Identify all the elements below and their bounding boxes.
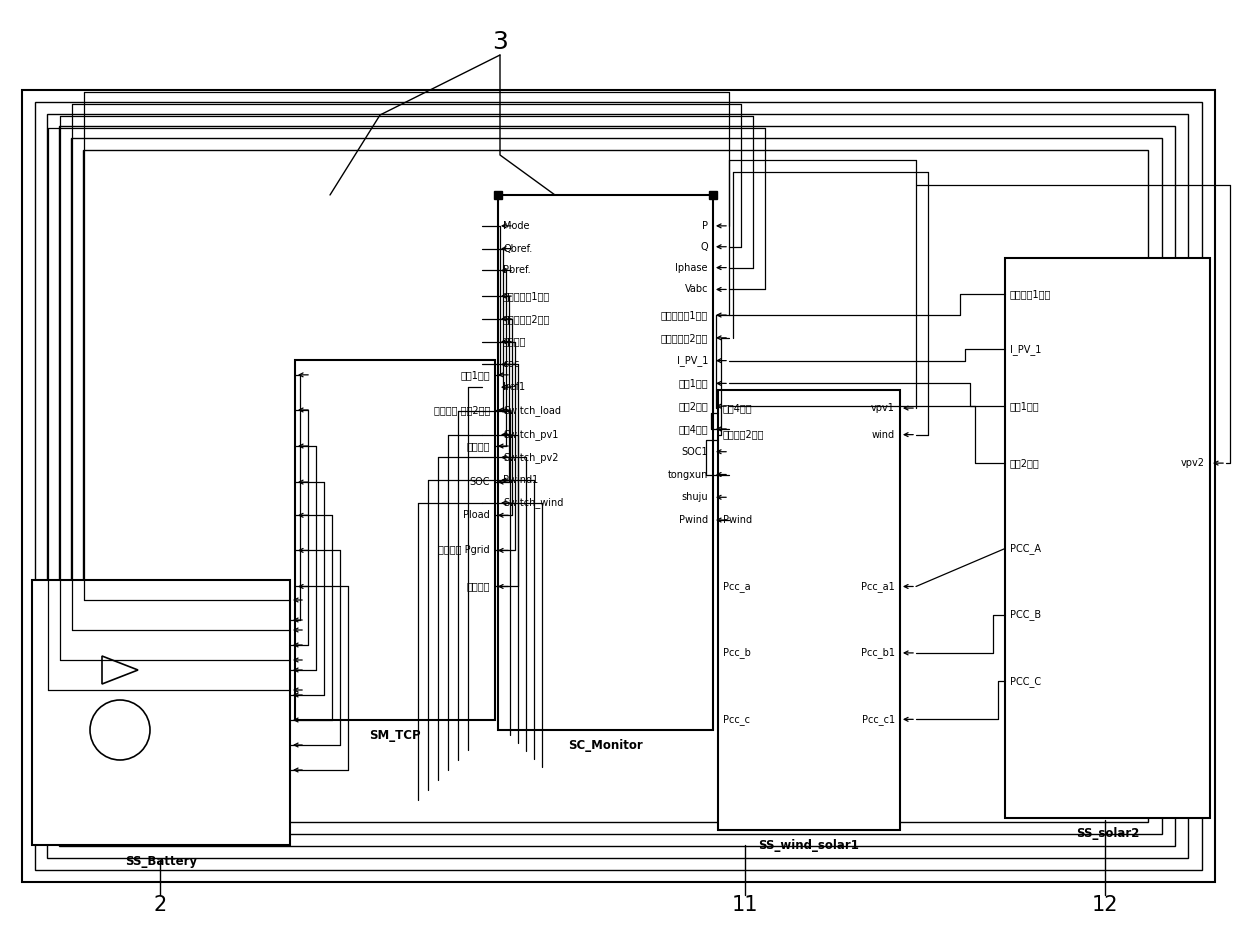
Text: Pcc_c1: Pcc_c1	[862, 714, 895, 725]
Bar	[1004, 258, 1210, 818]
Text: 11: 11	[732, 895, 758, 915]
Text: Pwind1: Pwind1	[503, 475, 538, 485]
Text: Switch_pv1: Switch_pv1	[503, 429, 558, 440]
Text: SS_wind_solar1: SS_wind_solar1	[759, 840, 859, 852]
Text: soc: soc	[503, 360, 520, 369]
Text: 光伏1功率: 光伏1功率	[1011, 401, 1039, 411]
Text: 光伏1功率: 光伏1功率	[678, 379, 708, 388]
Text: Iphase: Iphase	[676, 263, 708, 272]
Bar	[83, 150, 1148, 822]
Text: 光伏逆变1功率: 光伏逆变1功率	[1011, 289, 1052, 299]
Text: wind: wind	[872, 430, 895, 439]
Text: 12: 12	[1091, 895, 1118, 915]
Text: 接受数据 Pgrid: 接受数据 Pgrid	[439, 546, 490, 555]
Text: Pload: Pload	[464, 511, 490, 520]
Text: Vabc: Vabc	[684, 285, 708, 294]
Text: 3: 3	[492, 30, 508, 54]
Text: 电池功率: 电池功率	[503, 337, 527, 346]
Text: Pwind: Pwind	[678, 515, 708, 525]
Text: 光伏4功率: 光伏4功率	[723, 403, 753, 413]
Text: Pcc_c: Pcc_c	[723, 714, 750, 725]
Text: PCC_C: PCC_C	[1011, 676, 1042, 687]
Text: SM_TCP: SM_TCP	[370, 730, 420, 742]
Text: 光伏逆变器2功率: 光伏逆变器2功率	[503, 314, 551, 324]
Text: 风机功率: 风机功率	[466, 582, 490, 591]
Bar	[32, 580, 290, 845]
Text: tongxun: tongxun	[667, 470, 708, 479]
Text: 光伏逆变器2功率: 光伏逆变器2功率	[661, 333, 708, 343]
Text: 光伏逆变2功率: 光伏逆变2功率	[723, 430, 765, 439]
Bar	[35, 102, 1202, 870]
Text: 光伏逆变器1功率: 光伏逆变器1功率	[503, 291, 551, 301]
Text: SOC1: SOC1	[681, 447, 708, 456]
Text: Pwind: Pwind	[723, 515, 753, 525]
Bar	[60, 126, 1176, 846]
Text: Q: Q	[701, 242, 708, 251]
Text: Pcc_a1: Pcc_a1	[862, 581, 895, 592]
Text: 光伏2功率: 光伏2功率	[678, 401, 708, 411]
Text: Pbref.: Pbref.	[503, 266, 531, 275]
Bar	[718, 390, 900, 830]
Text: 光伏2功率: 光伏2功率	[1011, 458, 1040, 468]
Text: PCC_B: PCC_B	[1011, 609, 1042, 621]
Text: vpv1: vpv1	[872, 403, 895, 413]
Text: SOC: SOC	[470, 477, 490, 487]
Text: 光伏4功率: 光伏4功率	[678, 424, 708, 434]
Text: Switch_wind: Switch_wind	[503, 497, 563, 509]
Text: Iref1: Iref1	[503, 382, 525, 392]
Bar	[47, 114, 1188, 858]
Text: Pcc_b1: Pcc_b1	[861, 647, 895, 659]
Text: 电池功率: 电池功率	[466, 441, 490, 451]
Text: Mode: Mode	[503, 221, 529, 231]
Bar	[71, 138, 1162, 834]
Text: SS_solar2: SS_solar2	[1076, 828, 1140, 841]
Text: Pcc_a: Pcc_a	[723, 581, 750, 592]
Text: Switch_pv2: Switch_pv2	[503, 452, 558, 463]
Text: vpv2: vpv2	[1180, 458, 1205, 468]
Text: 光伏逆变器1功率: 光伏逆变器1功率	[661, 310, 708, 320]
Text: Qbref.: Qbref.	[503, 244, 532, 253]
Text: P: P	[702, 221, 708, 231]
Bar	[22, 90, 1215, 882]
Bar	[498, 195, 713, 730]
Text: SC_Monitor: SC_Monitor	[568, 739, 642, 753]
Text: I_PV_1: I_PV_1	[677, 355, 708, 366]
Text: 光伏1功率: 光伏1功率	[460, 370, 490, 380]
Text: 通讯状态 光伏2功率: 通讯状态 光伏2功率	[434, 405, 490, 415]
Text: I_PV_1: I_PV_1	[1011, 344, 1042, 355]
Bar	[295, 360, 495, 720]
Text: SS_Battery: SS_Battery	[125, 854, 197, 867]
Text: shuju: shuju	[681, 493, 708, 502]
Text: Pcc_b: Pcc_b	[723, 647, 751, 659]
Bar	[709, 191, 717, 199]
Bar	[494, 191, 502, 199]
Text: Switch_load: Switch_load	[503, 405, 560, 417]
Text: PCC_A: PCC_A	[1011, 543, 1042, 554]
Text: 2: 2	[154, 895, 166, 915]
